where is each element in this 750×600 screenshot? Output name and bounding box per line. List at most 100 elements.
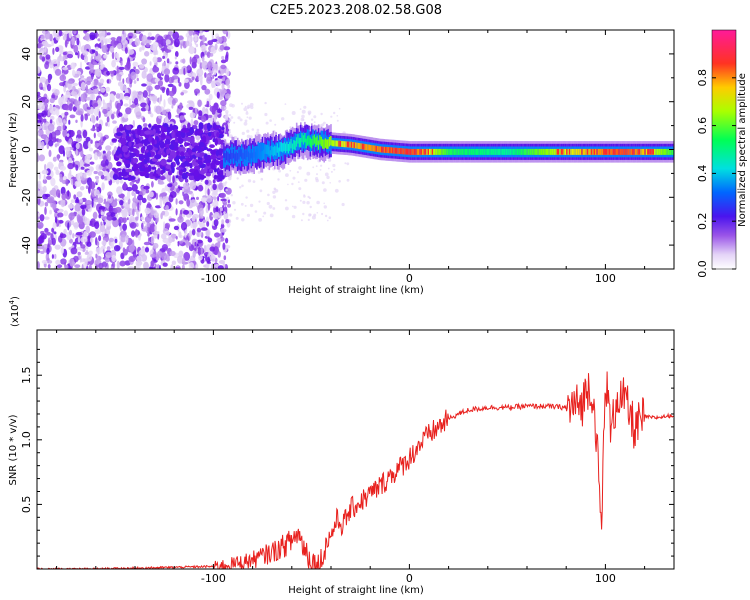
noise-speckle — [148, 191, 154, 198]
noise-speckle — [108, 194, 111, 199]
y-tick-label: 0 — [20, 146, 33, 153]
noise-speckle — [207, 202, 211, 211]
noise-speckle — [212, 179, 216, 184]
band-cell — [322, 130, 324, 148]
noise-speckle — [225, 79, 230, 86]
colorbar-tick-label: 0.0 — [696, 260, 709, 278]
snr-frame — [36, 329, 675, 570]
noise-speckle — [97, 197, 104, 204]
noise-speckle — [169, 250, 176, 257]
noise-speckle — [281, 117, 285, 121]
noise-speckle — [38, 103, 45, 111]
noise-speckle — [72, 69, 76, 77]
noise-speckle — [74, 180, 82, 188]
noise-speckle — [41, 169, 49, 175]
noise-speckle — [77, 87, 81, 97]
noise-speckle — [211, 108, 216, 115]
band-cell — [330, 137, 332, 154]
band-cell — [319, 136, 321, 153]
band-cell — [475, 148, 478, 155]
band-cell — [328, 137, 331, 147]
noise-speckle — [150, 206, 154, 215]
noise-speckle — [274, 189, 279, 193]
noise-speckle — [219, 44, 225, 51]
noise-speckle — [260, 177, 264, 181]
noise-speckle — [49, 209, 52, 215]
snr-plot-area — [37, 330, 674, 569]
band-cell — [207, 132, 212, 137]
noise-speckle — [52, 189, 58, 198]
snr-y-multiplier: (x104) — [8, 296, 21, 327]
noise-speckle — [187, 79, 193, 83]
noise-speckle — [135, 222, 139, 227]
noise-speckle — [194, 88, 200, 94]
band-cell — [402, 148, 405, 155]
band-cell — [461, 148, 464, 155]
band-cell — [140, 139, 146, 144]
noise-speckle — [179, 209, 183, 215]
noise-speckle — [167, 183, 173, 188]
band-cell — [654, 148, 656, 155]
noise-speckle — [206, 194, 213, 203]
band-cell — [559, 148, 561, 155]
band-cell — [660, 148, 663, 155]
noise-speckle — [133, 80, 137, 84]
band-cell — [501, 148, 504, 155]
noise-speckle — [206, 100, 210, 108]
noise-speckle — [175, 51, 179, 58]
band-cell — [257, 148, 260, 158]
band-cell — [283, 141, 286, 152]
band-cell — [199, 175, 207, 179]
noise-speckle — [39, 214, 45, 222]
noise-speckle — [182, 187, 185, 192]
noise-speckle — [257, 170, 261, 174]
noise-speckle — [70, 130, 74, 138]
noise-speckle — [163, 68, 171, 76]
noise-speckle — [299, 199, 302, 202]
noise-speckle — [164, 73, 170, 83]
noise-speckle — [155, 105, 162, 115]
noise-speckle — [197, 184, 204, 192]
noise-speckle — [121, 36, 127, 46]
band-cell — [260, 142, 262, 160]
noise-speckle — [54, 89, 60, 96]
noise-speckle — [91, 115, 96, 124]
noise-speckle — [82, 129, 88, 139]
noise-speckle — [124, 47, 128, 54]
band-cell — [194, 130, 199, 136]
noise-speckle — [224, 213, 228, 218]
noise-speckle — [149, 95, 153, 102]
noise-speckle — [175, 61, 179, 65]
noise-speckle — [131, 201, 137, 211]
band-cell — [305, 138, 308, 148]
noise-speckle — [100, 211, 105, 216]
noise-speckle — [144, 247, 150, 253]
band-cell — [485, 148, 487, 155]
noise-speckle — [37, 105, 40, 109]
noise-speckle — [47, 123, 55, 132]
noise-speckle — [42, 185, 47, 193]
noise-speckle — [37, 212, 41, 217]
noise-speckle — [64, 146, 71, 152]
noise-speckle — [161, 252, 168, 261]
noise-speckle — [128, 73, 131, 78]
noise-speckle — [130, 104, 137, 108]
noise-speckle — [338, 107, 341, 110]
noise-speckle — [137, 194, 144, 201]
band-cell — [198, 122, 204, 130]
band-cell — [234, 153, 236, 163]
noise-speckle — [212, 183, 217, 191]
noise-speckle — [197, 57, 201, 65]
band-cell — [120, 137, 127, 146]
noise-speckle — [44, 216, 50, 220]
band-cell — [466, 148, 468, 155]
noise-speckle — [115, 93, 121, 99]
band-cell — [163, 126, 168, 130]
band-cell — [193, 169, 200, 177]
noise-speckle — [188, 106, 194, 110]
band-cell — [367, 144, 369, 151]
noise-speckle — [102, 108, 108, 114]
band-cell — [523, 148, 526, 155]
noise-speckle — [42, 244, 49, 248]
